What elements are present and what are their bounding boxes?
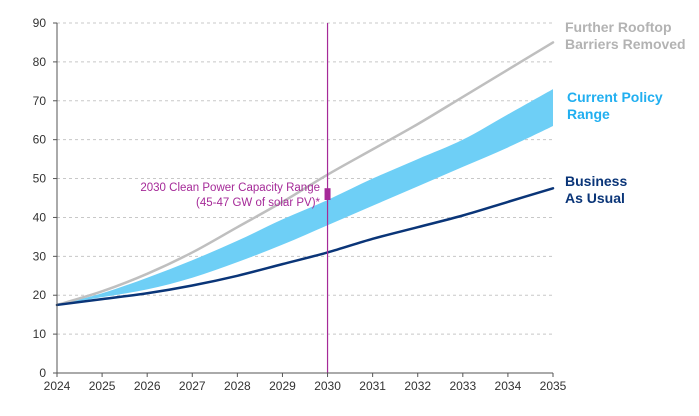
y-tick-label: 50 — [33, 172, 47, 186]
annotation-2030-label: 2030 Clean Power Capacity Range (45-47 G… — [100, 181, 320, 211]
y-tick-label: 40 — [33, 210, 47, 224]
x-tick-label: 2029 — [269, 379, 296, 393]
legend-label-current-policy: Current Policy Range — [567, 89, 663, 123]
y-tick-label: 80 — [33, 55, 47, 69]
legend-line: Range — [567, 106, 610, 122]
x-tick-label: 2035 — [540, 379, 567, 393]
y-tick-label: 60 — [33, 133, 47, 147]
x-tick-label: 2031 — [359, 379, 386, 393]
legend-line: Current Policy — [567, 89, 663, 105]
y-tick-label: 20 — [33, 288, 47, 302]
y-tick-label: 30 — [33, 249, 47, 263]
y-tick-label: 90 — [33, 16, 47, 30]
legend-line: Business — [565, 173, 628, 189]
y-tick-label: 0 — [39, 366, 46, 380]
y-axis-ticks: 0 10 20 30 40 50 60 70 80 90 — [33, 16, 47, 380]
series-line-business-as-usual — [55, 187, 555, 307]
x-tick-label: 2024 — [44, 379, 71, 393]
x-tick-label: 2034 — [495, 379, 522, 393]
x-tick-label: 2028 — [224, 379, 251, 393]
series-line-further-rooftop — [55, 41, 555, 307]
x-tick-label: 2026 — [134, 379, 161, 393]
x-axis-ticks: 2024 2025 2026 2027 2028 2029 2030 2031 2032 2033… — [44, 379, 567, 393]
x-tick-label: 2027 — [179, 379, 206, 393]
annotation-range-marker — [324, 188, 331, 200]
legend-label-business-as-usual: Business As Usual — [565, 173, 627, 207]
x-tick-label: 2030 — [314, 379, 341, 393]
x-tick-label: 2025 — [89, 379, 116, 393]
x-tick-label: 2032 — [404, 379, 431, 393]
annotation-line: (45-47 GW of solar PV)* — [196, 197, 320, 209]
annotation-layer — [324, 23, 331, 373]
x-tick-label: 2033 — [449, 379, 476, 393]
series-lines-layer — [55, 41, 555, 307]
y-tick-label: 10 — [33, 327, 47, 341]
legend-label-further-rooftop: Further Rooftop Barriers Removed — [565, 19, 686, 53]
legend-line: As Usual — [565, 190, 625, 206]
y-tick-label: 70 — [33, 94, 47, 108]
legend-line: Further Rooftop — [565, 19, 672, 35]
axes — [53, 22, 554, 377]
legend-line: Barriers Removed — [565, 36, 686, 52]
annotation-line: 2030 Clean Power Capacity Range — [140, 182, 320, 194]
